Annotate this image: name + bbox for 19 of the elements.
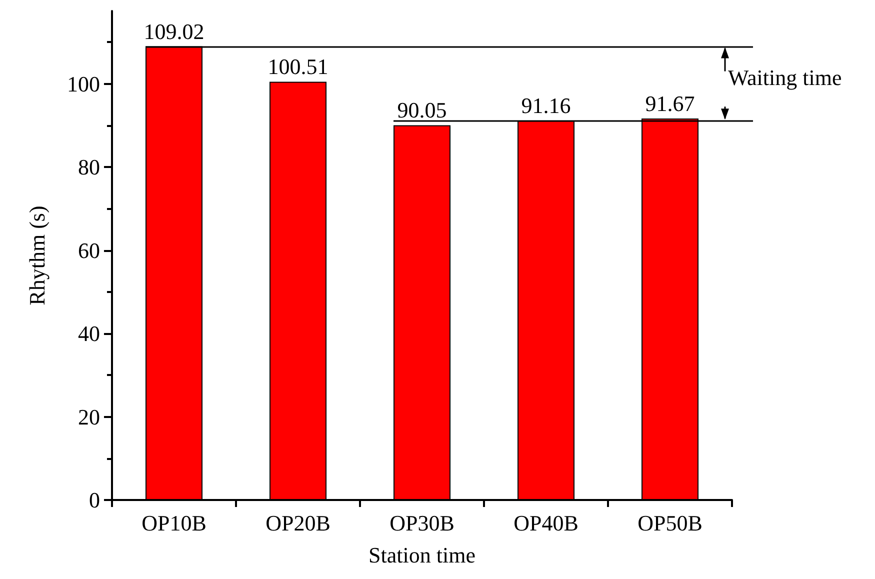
y-axis-title: Rhythm (s): [24, 206, 50, 306]
x-tick-label: OP10B: [142, 510, 206, 536]
data-label: 91.67: [645, 90, 695, 116]
y-tick-label: 40: [78, 321, 100, 346]
y-tick-label: 80: [78, 154, 100, 180]
y-tick-label: 0: [89, 488, 100, 512]
y-tick-label: 100: [67, 71, 100, 96]
y-tick-label: 60: [78, 238, 100, 263]
data-label: 100.51: [268, 54, 328, 80]
annotation: Waiting time: [728, 64, 842, 90]
y-tick-label: 20: [78, 404, 100, 430]
x-tick-label: OP50B: [638, 510, 702, 536]
x-tick-label: OP20B: [266, 510, 330, 536]
data-label: 91.16: [521, 93, 571, 118]
data-label: 109.02: [144, 18, 204, 44]
x-tick-label: OP40B: [514, 510, 578, 536]
data-label: 90.05: [397, 98, 447, 123]
x-axis-title: Station time: [368, 542, 476, 568]
x-tick-label: OP30B: [390, 510, 454, 536]
